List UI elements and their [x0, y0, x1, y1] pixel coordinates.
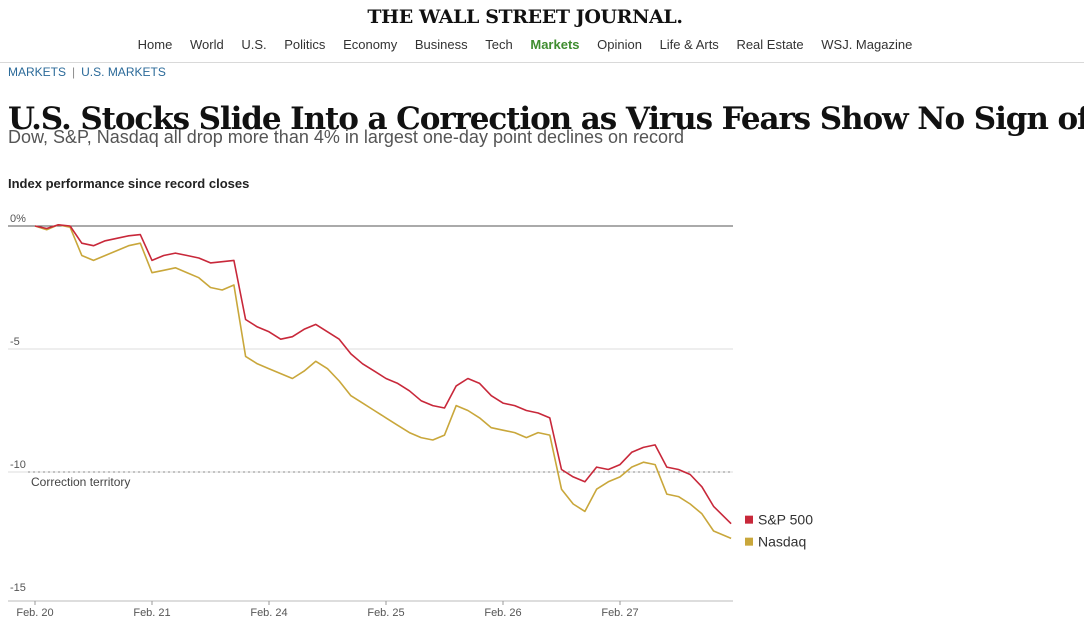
x-tick-label: Feb. 20	[16, 607, 53, 619]
y-tick-label: -5	[10, 336, 20, 348]
nav-item-wsj-magazine[interactable]: WSJ. Magazine	[821, 37, 913, 52]
nav-item-real-estate[interactable]: Real Estate	[736, 37, 804, 52]
nav-divider	[0, 62, 1084, 63]
nav-item-economy[interactable]: Economy	[343, 37, 398, 52]
breadcrumb-us-markets[interactable]: U.S. MARKETS	[81, 65, 166, 79]
chart-series	[34, 224, 732, 540]
legend-swatch-nasdaq	[745, 537, 753, 546]
article-headline: U.S. Stocks Slide Into a Correction as V…	[8, 100, 1084, 137]
y-tick-label: -15	[10, 582, 26, 594]
series-line-nasdaq	[34, 224, 732, 540]
correction-territory-label: Correction territory	[31, 475, 130, 489]
y-tick-label: -10	[10, 459, 26, 471]
x-tick-label: Feb. 24	[250, 607, 287, 619]
breadcrumb: MARKETS | U.S. MARKETS	[8, 65, 166, 79]
nav-item-home[interactable]: Home	[137, 37, 173, 52]
nav-item-us[interactable]: U.S.	[241, 37, 267, 52]
nav-item-life-arts[interactable]: Life & Arts	[659, 37, 719, 52]
x-tick-label: Feb. 21	[133, 607, 170, 619]
chart-axes: 0% -5 -10 -15 Feb. 20 Feb. 21 Feb. 24 Feb. 25 Fe…	[10, 213, 639, 619]
y-tick-label: 0%	[10, 213, 26, 225]
legend-label-nasdaq: Nasdaq	[758, 534, 806, 550]
chart-grid	[8, 225, 733, 602]
x-tick-label: Feb. 26	[484, 607, 521, 619]
article-dek: Dow, S&P, Nasdaq all drop more than 4% i…	[8, 127, 685, 147]
correction-reference: Correction territory	[28, 471, 733, 489]
masthead-logo[interactable]: THE WALL STREET JOURNAL.	[367, 6, 683, 28]
chart-title: Index performance since record closes	[8, 176, 250, 191]
x-tick-label: Feb. 25	[367, 607, 404, 619]
legend-label-s-p-500: S&P 500	[758, 512, 813, 528]
x-tick-label: Feb. 27	[601, 607, 638, 619]
nav-item-business[interactable]: Business	[414, 37, 468, 52]
nav-item-markets[interactable]: Markets	[530, 37, 580, 52]
top-nav: Home World U.S. Politics Economy Busines…	[0, 37, 1050, 52]
breadcrumb-markets[interactable]: MARKETS	[8, 65, 67, 79]
legend-swatch-s-p-500	[745, 515, 753, 524]
chart-legend: S&P 500 Nasdaq	[745, 512, 813, 550]
breadcrumb-separator: |	[72, 65, 76, 79]
nav-item-politics[interactable]: Politics	[284, 37, 326, 52]
series-line-s-p-500	[34, 224, 732, 525]
nav-item-world[interactable]: World	[189, 37, 224, 52]
nav-item-opinion[interactable]: Opinion	[597, 37, 642, 52]
nav-item-tech[interactable]: Tech	[485, 37, 513, 52]
